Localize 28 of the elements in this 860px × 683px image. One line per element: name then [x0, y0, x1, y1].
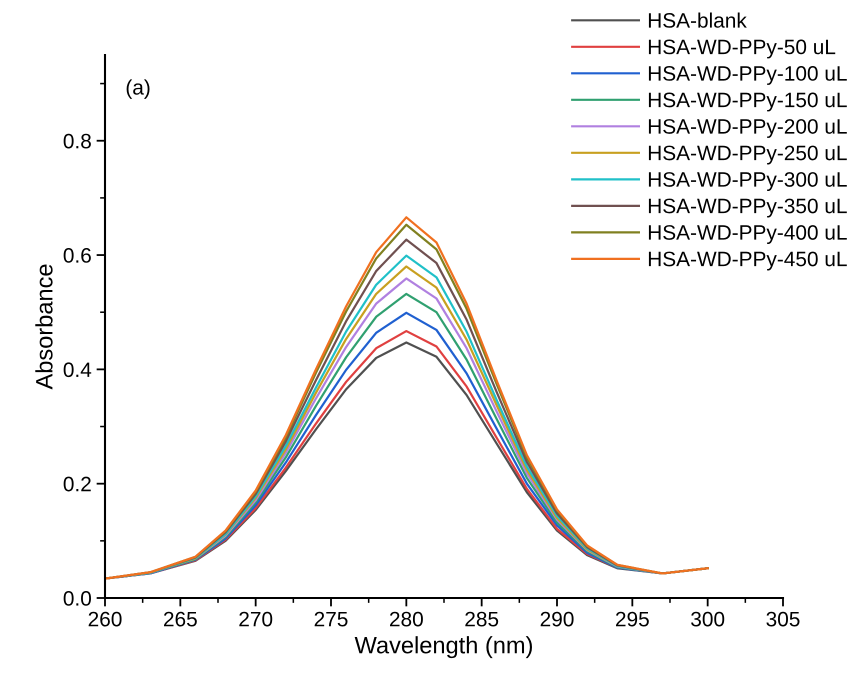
legend-label: HSA-WD-PPy-300 uL — [648, 172, 847, 191]
x-axis-title: Wavelength (nm) — [354, 636, 532, 658]
legend-label: HSA-blank — [648, 12, 747, 28]
y-axis-title: Absorbance — [35, 264, 53, 390]
y-tick-label: 0.4 — [64, 362, 92, 378]
legend-label: HSA-WD-PPy-400 uL — [648, 225, 847, 244]
legend-label: HSA-WD-PPy-450 uL — [648, 252, 847, 270]
legend-label: HSA-WD-PPy-100 uL — [648, 66, 847, 85]
x-tick-label: 265 — [164, 612, 197, 626]
x-tick-label: 280 — [390, 612, 423, 626]
x-tick-label: 290 — [540, 612, 574, 626]
y-tick-label: 0.8 — [64, 134, 91, 148]
x-tick-label: 295 — [616, 612, 649, 626]
x-tick-label: 260 — [88, 612, 122, 626]
x-tick-label: 285 — [465, 612, 498, 626]
annotation: (a) — [126, 79, 150, 99]
y-tick-label: 0.2 — [64, 476, 91, 492]
y-tick-label: 0.0 — [64, 591, 91, 606]
x-tick-label: 300 — [691, 612, 724, 626]
x-tick-label: 270 — [239, 612, 272, 626]
legend-label: HSA-WD-PPy-250 uL — [648, 146, 847, 164]
x-tick-label: 275 — [314, 612, 348, 626]
legend-label: HSA-WD-PPy-350 uL — [648, 198, 847, 218]
y-tick-label: 0.6 — [64, 248, 91, 263]
x-tick-label: 305 — [766, 612, 800, 626]
legend-label: HSA-WD-PPy-150 uL — [648, 92, 847, 112]
legend-label: HSA-WD-PPy-200 uL — [648, 119, 847, 138]
legend-label: HSA-WD-PPy-50 uL — [648, 40, 836, 58]
